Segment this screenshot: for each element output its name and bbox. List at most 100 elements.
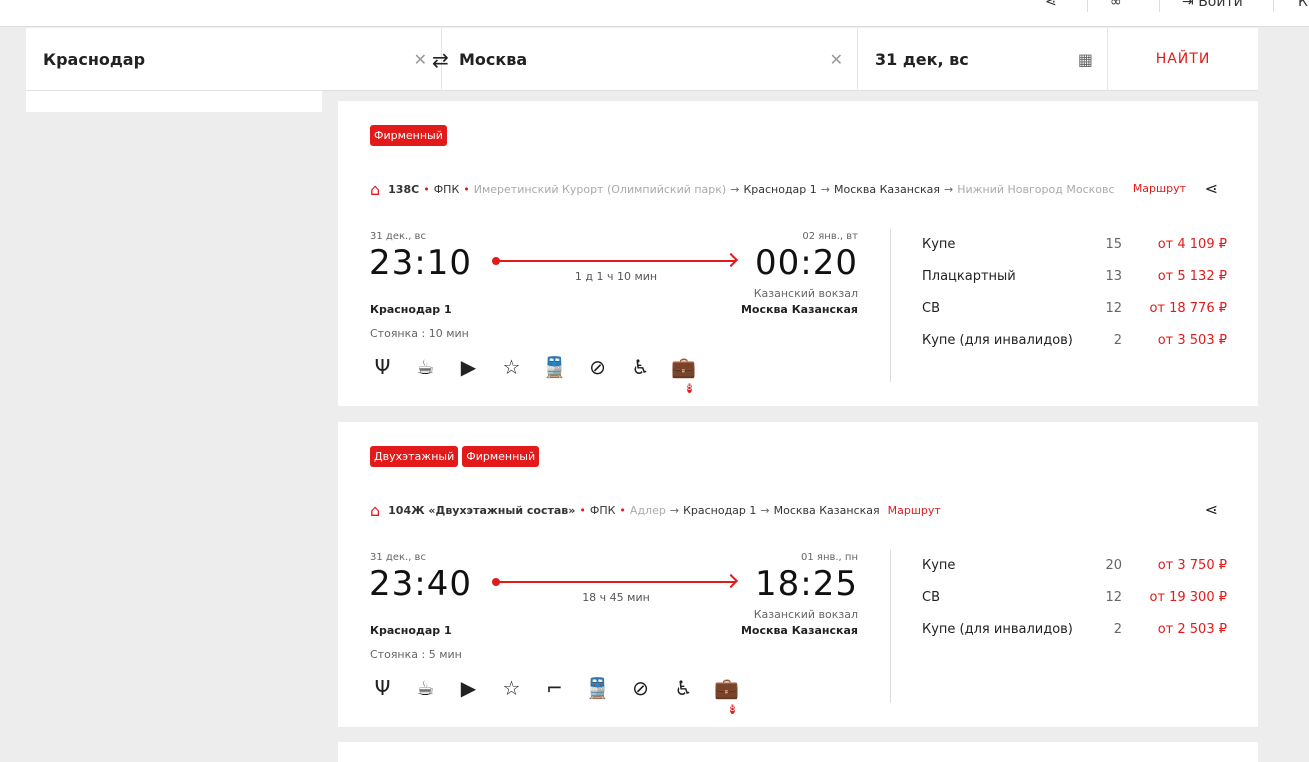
divider xyxy=(890,550,891,703)
car-class-row[interactable]: СВ 12 от 19 300 ₽ xyxy=(922,590,1227,610)
filters-panel xyxy=(26,91,322,112)
arrival-station[interactable]: Москва Казанская xyxy=(740,303,858,316)
class-name: Купе xyxy=(922,237,956,252)
no-pets-icon[interactable]: ⊘ xyxy=(589,355,606,379)
divider xyxy=(1273,0,1274,12)
car-class-row[interactable]: Купе 15 от 4 109 ₽ xyxy=(922,237,1227,257)
luggage-icon[interactable]: 💼8 xyxy=(671,355,696,393)
star-icon[interactable]: ☆ xyxy=(502,355,521,379)
duration: 1 д 1 ч 10 мин xyxy=(574,270,658,283)
train-route: ⌂ 104Ж «Двухэтажный состав» • ФПК • Адлер → Кр… xyxy=(370,501,941,519)
class-name: Купе (для инвалидов) xyxy=(922,622,1073,637)
share-icon[interactable]: ⋖ xyxy=(1204,179,1218,198)
route-station: Москва Казанская xyxy=(833,182,940,196)
no-pets-icon[interactable]: ⊘ xyxy=(632,676,649,700)
class-name: СВ xyxy=(922,590,940,605)
departure-time: 23:10 xyxy=(369,243,472,283)
departure-date: 31 дек., вс xyxy=(370,231,426,242)
share-icon[interactable]: ⋖ xyxy=(1045,0,1057,10)
luggage-icon[interactable]: 💼8 xyxy=(714,676,739,714)
departure-station[interactable]: Краснодар 1 xyxy=(370,624,452,637)
car-class-row[interactable]: Купе (для инвалидов) 2 от 2 503 ₽ xyxy=(922,622,1227,642)
share-icon[interactable]: ⋖ xyxy=(1204,500,1218,519)
duration-line xyxy=(492,257,736,265)
class-price[interactable]: от 19 300 ₽ xyxy=(1149,590,1227,605)
route-station: Нижний Новгород Московс xyxy=(957,182,1115,196)
seats-count: 12 xyxy=(1105,301,1122,316)
train-number: 138С xyxy=(388,182,420,196)
swap-icon[interactable]: ⇄ xyxy=(432,48,449,72)
seats-count: 2 xyxy=(1113,333,1122,348)
find-button[interactable]: НАЙТИ xyxy=(1155,51,1211,67)
carrier: ФПК xyxy=(589,503,616,517)
luggage-count: 8 xyxy=(729,704,736,714)
class-name: Купе xyxy=(922,558,956,573)
carrier: ФПК xyxy=(433,182,460,196)
arrival-time: 00:20 xyxy=(755,243,858,283)
train-icon[interactable]: 🚆 xyxy=(585,676,610,700)
class-price[interactable]: от 2 503 ₽ xyxy=(1157,622,1227,637)
train-icon[interactable]: 🚆 xyxy=(542,355,567,379)
seats-count: 13 xyxy=(1105,269,1122,284)
arrival-station-note: Казанский вокзал xyxy=(753,608,858,621)
train-route: ⌂ 138С • ФПК • Имеретинский Курорт (Олимпийс… xyxy=(370,180,1115,198)
wheelchair-icon[interactable]: ♿ xyxy=(631,355,650,379)
clear-icon[interactable]: ✕ xyxy=(413,50,427,69)
route-station: Краснодар 1 xyxy=(683,503,757,517)
car-class-row[interactable]: СВ 12 от 18 776 ₽ xyxy=(922,301,1227,321)
to-field[interactable]: Москва ✕ xyxy=(442,28,858,91)
route-station: Москва Казанская xyxy=(773,503,880,517)
class-price[interactable]: от 3 503 ₽ xyxy=(1157,333,1227,348)
login-label: Войти xyxy=(1198,0,1243,10)
car-class-row[interactable]: Купе 20 от 3 750 ₽ xyxy=(922,558,1227,578)
train-logo-icon: ⌂ xyxy=(370,501,381,519)
train-badge: Двухэтажный xyxy=(370,446,459,467)
arrival-station[interactable]: Москва Казанская xyxy=(740,624,858,637)
class-price[interactable]: от 5 132 ₽ xyxy=(1157,269,1227,284)
arrival-date: 01 янв., пн xyxy=(801,552,858,563)
divider xyxy=(1159,0,1160,12)
route-link[interactable]: Маршрут xyxy=(1132,182,1186,195)
stop-duration: Стоянка : 5 мин xyxy=(370,648,462,661)
route-link[interactable]: Маршрут xyxy=(887,503,941,517)
coffee-icon[interactable]: ☕ xyxy=(416,676,435,700)
accessibility-icon[interactable]: ∞ xyxy=(1110,0,1122,10)
wheelchair-icon[interactable]: ♿ xyxy=(674,676,693,700)
stairs-icon[interactable]: ⌐ xyxy=(546,676,563,700)
duration: 18 ч 45 мин xyxy=(582,591,650,604)
coffee-icon[interactable]: ☕ xyxy=(416,355,435,379)
calendar-icon[interactable]: ▦ xyxy=(1077,50,1093,69)
search-bar: Краснодар ✕ ⇄ Москва ✕ 31 дек, вс ▦ НАЙТИ xyxy=(26,28,1258,91)
from-value: Краснодар xyxy=(43,50,146,69)
date-field[interactable]: 31 дек, вс ▦ xyxy=(858,28,1108,91)
train-logo-icon: ⌂ xyxy=(370,180,381,198)
restaurant-icon[interactable]: Ψ xyxy=(374,355,391,379)
train-number: 104Ж «Двухэтажный состав» xyxy=(388,503,576,517)
restaurant-icon[interactable]: Ψ xyxy=(374,676,391,700)
arrival-station-note: Казанский вокзал xyxy=(753,287,858,300)
class-name: СВ xyxy=(922,301,940,316)
video-icon[interactable]: ▶ xyxy=(460,355,477,379)
class-price[interactable]: от 18 776 ₽ xyxy=(1149,301,1227,316)
cart-link[interactable]: К xyxy=(1298,0,1308,10)
class-price[interactable]: от 3 750 ₽ xyxy=(1157,558,1227,573)
class-price[interactable]: от 4 109 ₽ xyxy=(1157,237,1227,252)
video-icon[interactable]: ▶ xyxy=(460,676,477,700)
divider xyxy=(1087,0,1088,12)
seats-count: 12 xyxy=(1105,590,1122,605)
date-value: 31 дек, вс xyxy=(875,50,969,69)
train-badge: Фирменный xyxy=(462,446,540,467)
class-name: Купе (для инвалидов) xyxy=(922,333,1073,348)
car-class-row[interactable]: Купе (для инвалидов) 2 от 3 503 ₽ xyxy=(922,333,1227,353)
login-button[interactable]: ⇥ Войти xyxy=(1182,0,1243,10)
arrival-date: 02 янв., вт xyxy=(802,231,858,242)
from-field[interactable]: Краснодар ✕ ⇄ xyxy=(26,28,449,91)
train-card: Фирменный ⌂ 138С • ФПК • Имеретинский Курорт… xyxy=(338,101,1258,406)
star-icon[interactable]: ☆ xyxy=(502,676,521,700)
departure-station[interactable]: Краснодар 1 xyxy=(370,303,452,316)
route-station: Адлер xyxy=(629,503,666,517)
car-class-row[interactable]: Плацкартный 13 от 5 132 ₽ xyxy=(922,269,1227,289)
clear-icon[interactable]: ✕ xyxy=(829,50,843,69)
route-station: Имеретинский Курорт (Олимпийский парк) xyxy=(473,182,727,196)
departure-time: 23:40 xyxy=(369,564,472,604)
